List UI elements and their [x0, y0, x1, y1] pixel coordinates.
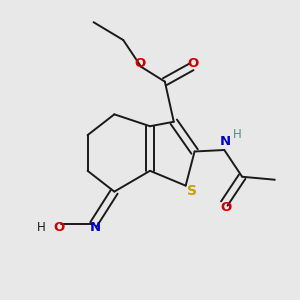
Text: O: O [54, 221, 65, 234]
Text: N: N [89, 221, 100, 234]
Text: O: O [134, 57, 145, 70]
Text: H: H [37, 221, 46, 234]
Text: N: N [220, 135, 231, 148]
Text: H: H [233, 128, 242, 141]
Text: O: O [220, 202, 231, 214]
Text: S: S [187, 184, 197, 198]
Text: O: O [188, 57, 199, 70]
